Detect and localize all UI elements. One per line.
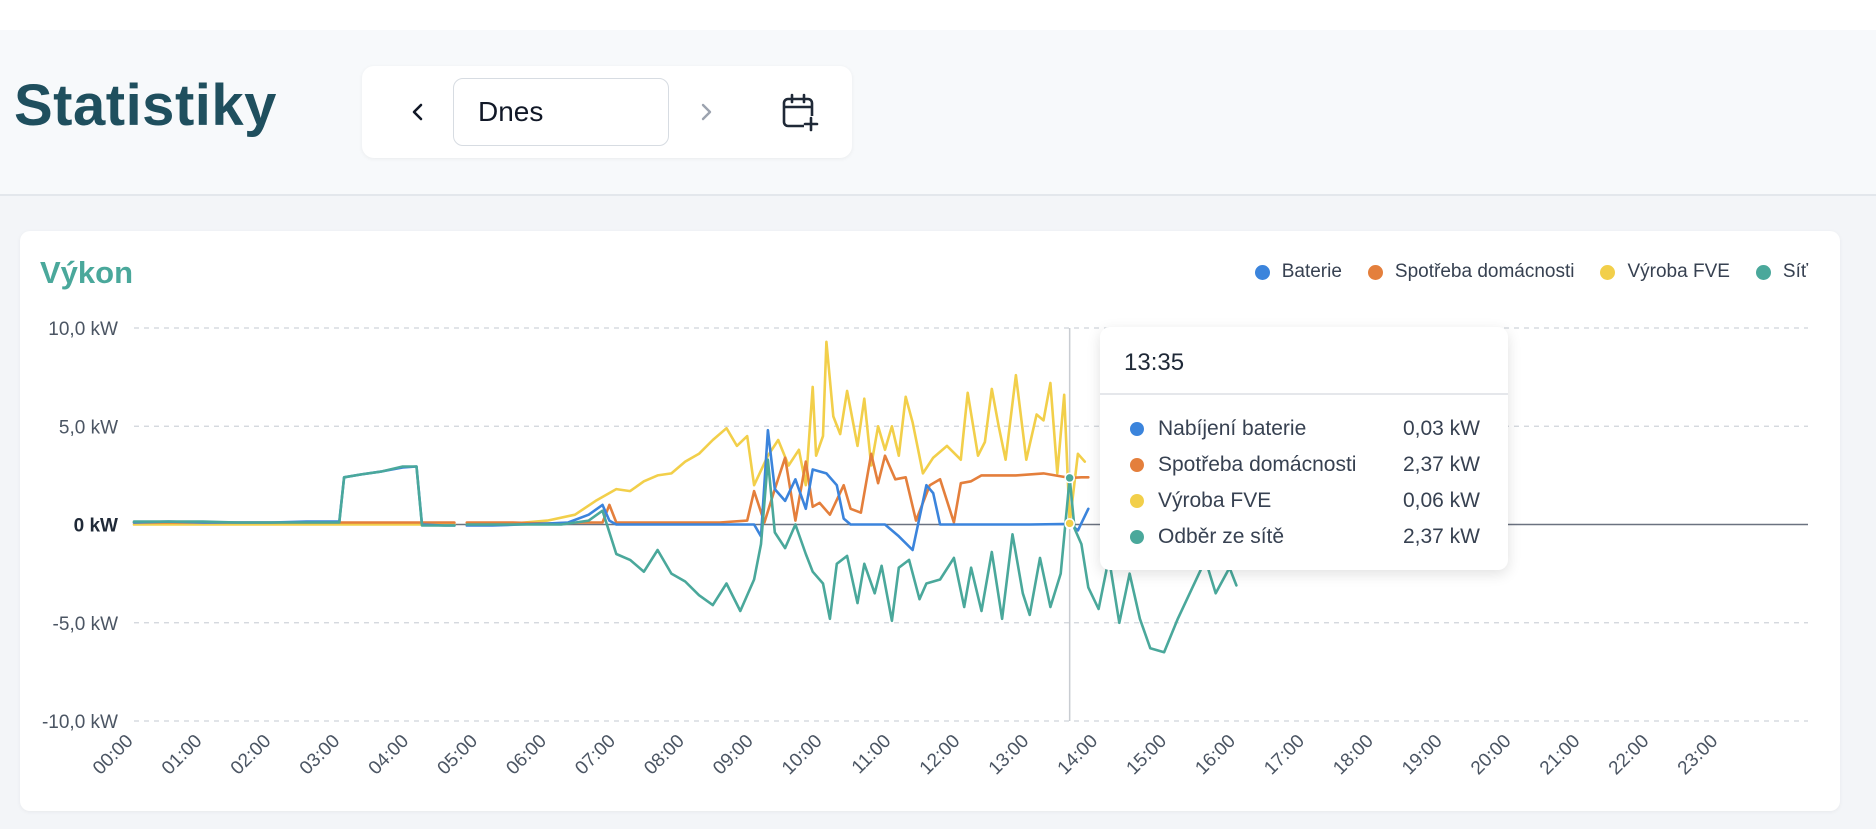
tooltip-row: Spotřeba domácnosti 2,37 kW — [1130, 447, 1480, 483]
tooltip-label: Spotřeba domácnosti — [1158, 453, 1357, 476]
chevron-right-icon — [701, 103, 712, 121]
cursor-point — [1064, 472, 1075, 484]
tooltip-dot — [1130, 458, 1144, 472]
previous-day-button[interactable] — [398, 92, 438, 132]
x-tick-label: 20:00 — [1467, 731, 1515, 779]
legend-item-sit[interactable]: Síť — [1755, 261, 1808, 283]
cursor-point — [1064, 518, 1075, 529]
date-navigator: Dnes — [362, 66, 852, 158]
tooltip-rows: Nabíjení baterie 0,03 kW Spotřeba domácn… — [1130, 411, 1480, 555]
chart-title: Výkon — [40, 255, 134, 290]
tooltip-row: Odběr ze sítě 2,37 kW — [1130, 519, 1480, 555]
x-tick-label: 08:00 — [640, 731, 688, 779]
calendar-plus-icon — [782, 93, 819, 132]
legend-dot — [1755, 264, 1771, 280]
x-tick-label: 21:00 — [1536, 731, 1584, 779]
tooltip-dot — [1130, 494, 1144, 508]
tooltip-dot — [1130, 422, 1144, 436]
x-tick-label: 04:00 — [365, 731, 413, 779]
x-tick-label: 02:00 — [227, 731, 275, 779]
x-tick-label: 07:00 — [571, 731, 619, 779]
series-line-3 — [132, 340, 1087, 526]
legend-label: Baterie — [1281, 261, 1342, 282]
legend-label: Síť — [1782, 261, 1808, 282]
y-tick-label: 10,0 kW — [48, 319, 118, 340]
x-tick-label: 22:00 — [1605, 731, 1653, 779]
tooltip-value: 2,37 kW — [1402, 453, 1480, 476]
tooltip-label: Výroba FVE — [1158, 489, 1272, 512]
x-tick-label: 03:00 — [296, 731, 344, 779]
legend-dot — [1600, 264, 1616, 280]
x-tick-label: 17:00 — [1260, 731, 1308, 779]
next-day-button[interactable] — [686, 92, 726, 132]
x-tick-label: 05:00 — [434, 731, 482, 779]
x-tick-label: 11:00 — [848, 731, 895, 778]
page-header — [0, 30, 1876, 196]
calendar-button[interactable] — [774, 86, 826, 138]
tooltip-time: 13:35 — [1124, 349, 1185, 376]
tooltip-row: Výroba FVE 0,06 kW — [1130, 483, 1480, 519]
tooltip-value: 2,37 kW — [1402, 525, 1480, 548]
legend-dot — [1254, 264, 1270, 280]
legend-dot — [1367, 264, 1383, 280]
x-tick-label: 09:00 — [709, 731, 757, 779]
series-line-2 — [132, 452, 1090, 525]
tooltip-label: Nabíjení baterie — [1158, 417, 1307, 440]
legend-label: Spotřeba domácnosti — [1394, 261, 1575, 282]
x-tick-label: 10:00 — [778, 731, 826, 779]
y-tick-label: -10,0 kW — [42, 712, 118, 733]
tooltip-divider — [1100, 393, 1508, 395]
tooltip-value: 0,03 kW — [1402, 417, 1480, 440]
legend-label: Výroba FVE — [1627, 261, 1730, 282]
tooltip-dot — [1130, 530, 1144, 544]
x-tick-label: 12:00 — [916, 731, 964, 779]
y-tick-label: -5,0 kW — [53, 614, 119, 635]
x-tick-label: 06:00 — [502, 731, 550, 779]
x-tick-label: 15:00 — [1123, 731, 1171, 779]
tooltip-row: Nabíjení baterie 0,03 kW — [1130, 411, 1480, 447]
chart-legend: Baterie Spotřeba domácnosti Výroba FVE S… — [1254, 261, 1808, 283]
date-field[interactable]: Dnes — [453, 78, 669, 146]
legend-item-spotreba[interactable]: Spotřeba domácnosti — [1367, 261, 1575, 283]
tooltip-label: Odběr ze sítě — [1158, 525, 1285, 548]
x-tick-label: 01:00 — [158, 731, 206, 779]
x-tick-label: 23:00 — [1674, 731, 1722, 779]
x-tick-label: 13:00 — [985, 731, 1033, 779]
x-tick-label: 14:00 — [1054, 731, 1102, 779]
y-tick-label: 0 kW — [74, 516, 118, 537]
x-tick-label: 16:00 — [1191, 731, 1239, 779]
tooltip-value: 0,06 kW — [1402, 489, 1480, 512]
x-tick-label: 00:00 — [89, 731, 137, 779]
page-title: Statistiky — [14, 73, 277, 138]
y-tick-label: 5,0 kW — [59, 417, 118, 438]
chevron-left-icon — [412, 103, 423, 121]
legend-item-vyroba[interactable]: Výroba FVE — [1600, 261, 1730, 283]
x-tick-label: 19:00 — [1398, 731, 1446, 779]
chart-tooltip: 13:35 Nabíjení baterie 0,03 kW Spotřeba … — [1100, 327, 1508, 570]
legend-item-baterie[interactable]: Baterie — [1254, 261, 1342, 283]
x-tick-label: 18:00 — [1329, 731, 1377, 779]
